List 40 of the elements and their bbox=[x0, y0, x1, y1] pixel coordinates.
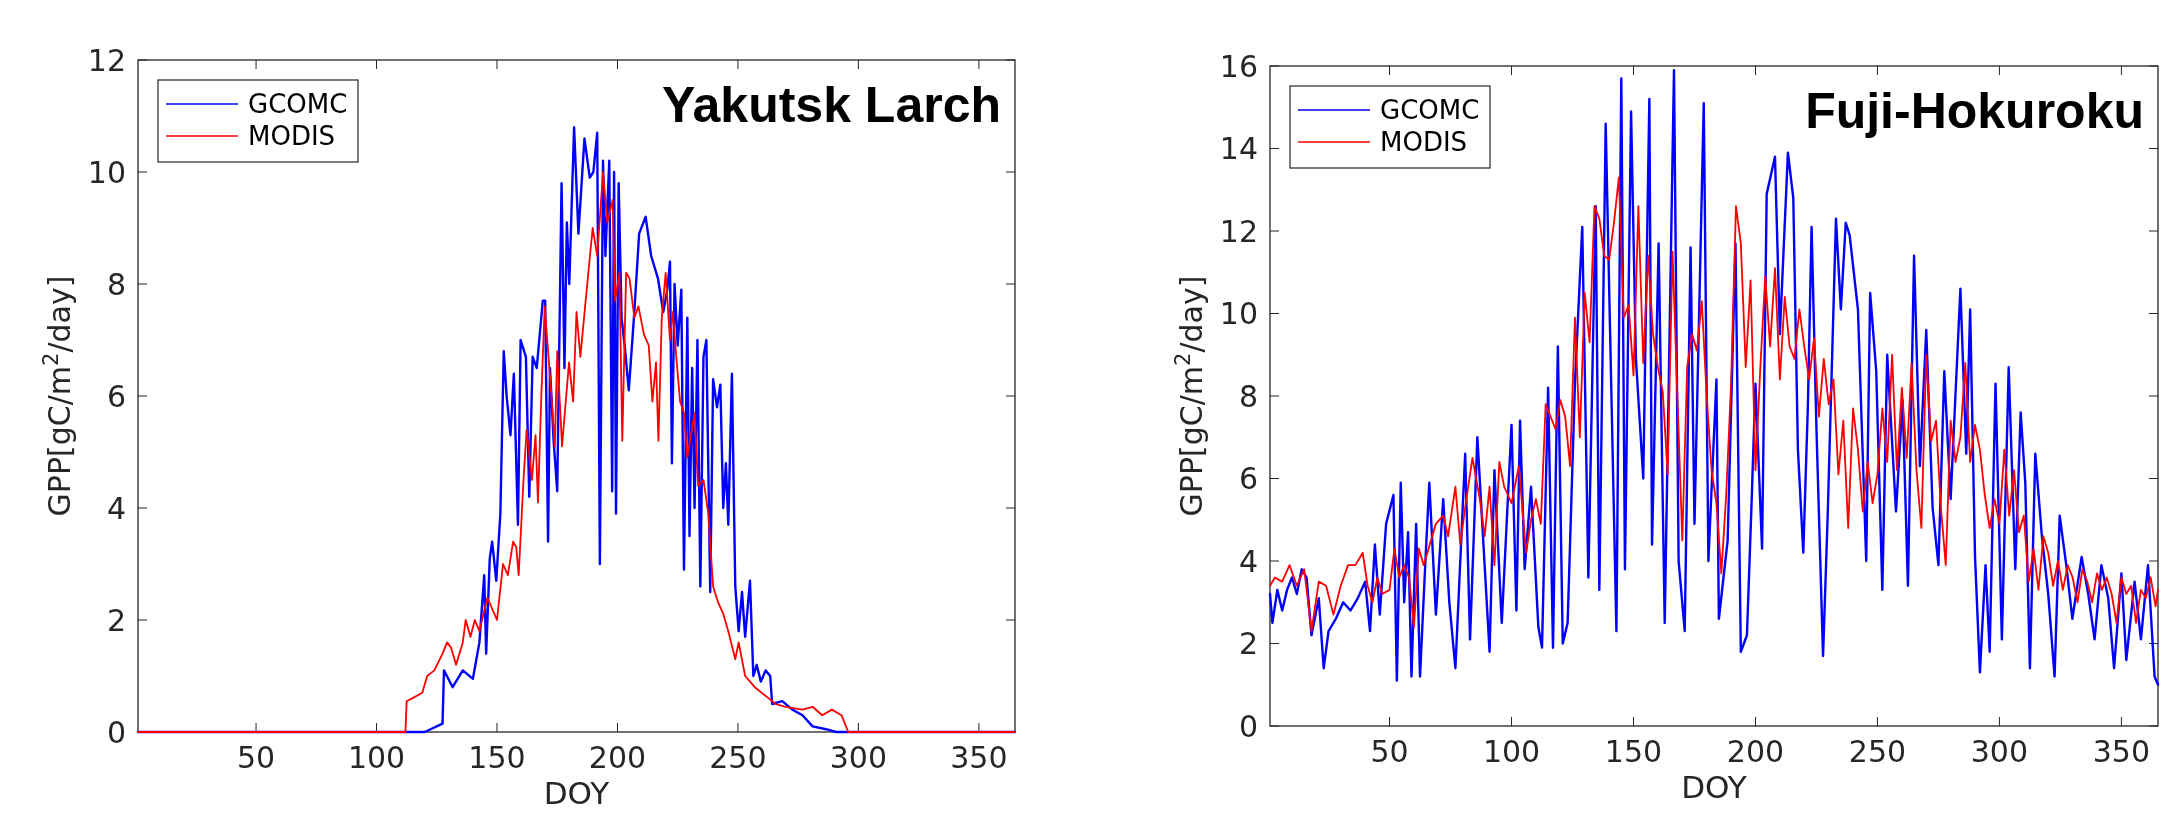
y-tick-label: 8 bbox=[106, 266, 126, 302]
x-tick-label: 200 bbox=[588, 740, 647, 775]
y-tick-label: 16 bbox=[1219, 48, 1258, 84]
legend-label: GCOMC bbox=[1380, 95, 1480, 126]
y-tick-label: 14 bbox=[1219, 131, 1258, 166]
x-tick-label: 100 bbox=[347, 740, 406, 775]
y-tick-label: 10 bbox=[1219, 296, 1258, 331]
legend-label: MODIS bbox=[248, 121, 336, 152]
y-tick-label: 0 bbox=[1238, 708, 1258, 744]
x-tick-label: 350 bbox=[2092, 734, 2151, 769]
chart-title: Yakutsk Larch bbox=[661, 77, 1001, 133]
y-tick-label: 12 bbox=[87, 42, 126, 78]
y-tick-label: 0 bbox=[106, 714, 126, 750]
y-tick-label: 4 bbox=[1238, 543, 1258, 579]
x-tick-label: 250 bbox=[709, 740, 767, 775]
legend-label: MODIS bbox=[1380, 127, 1468, 158]
x-tick-label: 150 bbox=[468, 740, 526, 775]
y-tick-label: 6 bbox=[106, 378, 126, 414]
y-tick-label: 2 bbox=[106, 602, 126, 638]
x-tick-label: 350 bbox=[950, 740, 1008, 775]
y-tick-label: 4 bbox=[106, 490, 126, 526]
y-tick-label: 2 bbox=[1238, 626, 1258, 661]
x-tick-label: 250 bbox=[1848, 734, 1907, 769]
x-axis-title: DOY bbox=[1681, 769, 1747, 805]
line-series bbox=[1269, 176, 2159, 633]
y-tick-label: 12 bbox=[1219, 213, 1258, 249]
x-tick-label: 50 bbox=[1370, 734, 1409, 769]
x-tick-label: 100 bbox=[1482, 734, 1541, 769]
y-tick-label: 6 bbox=[1238, 461, 1258, 496]
x-tick-label: 200 bbox=[1726, 734, 1785, 769]
y-tick-label: 10 bbox=[87, 154, 126, 190]
legend-label: GCOMC bbox=[248, 89, 348, 120]
x-tick-label: 300 bbox=[829, 740, 888, 775]
x-tick-label: 150 bbox=[1604, 734, 1663, 769]
x-tick-label: 300 bbox=[1970, 734, 2029, 769]
x-axis-title: DOY bbox=[543, 775, 610, 811]
chart-title: Fuji-Hokuroku bbox=[1805, 83, 2144, 139]
y-tick-label: 8 bbox=[1238, 378, 1258, 414]
x-tick-label: 50 bbox=[236, 740, 276, 775]
line-series bbox=[1268, 68, 2160, 686]
